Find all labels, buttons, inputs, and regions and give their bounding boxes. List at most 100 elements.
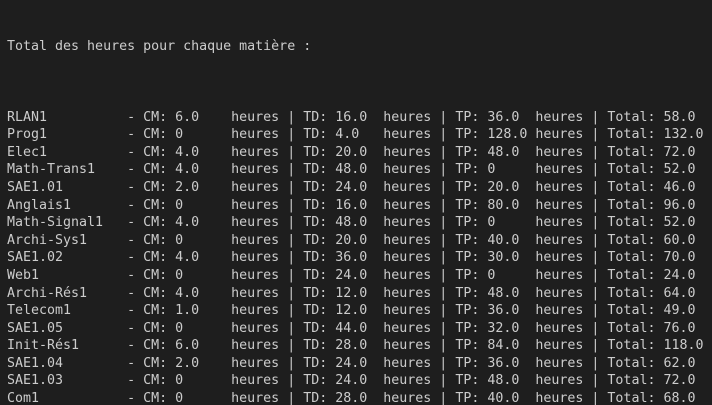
cm-label: - CM: [127,338,176,354]
heures-total-label: heures | Total: [535,109,664,125]
heures-td-label: heures | TD: [231,144,336,160]
heures-total-label: heures | Total: [535,250,664,266]
heures-tp-label: heures | TP: [383,232,488,248]
cm-value: 6.0 [175,338,200,354]
td-value: 48.0 [335,215,368,231]
cm-label: - CM: [127,355,176,371]
cm-label: - CM: [127,320,176,336]
table-row: Math-Signal1 - CM: 4.0 heures | TD: 48.0 he… [7,214,712,232]
subject-name: Web1 [7,267,40,283]
tp-value: 48.0 [487,285,520,301]
td-value: 4.0 [335,127,360,143]
cm-label: - CM: [127,303,176,319]
terminal-title-line: Total des heures pour chaque matière : [7,38,712,56]
table-row: SAE1.01 - CM: 2.0 heures | TD: 24.0 heures … [7,179,712,197]
total-value: 49.0 [663,303,696,319]
heures-total-label: heures | Total: [535,303,664,319]
heures-td-label: heures | TD: [231,267,336,283]
total-value: 46.0 [663,179,696,195]
tp-value: 32.0 [487,320,520,336]
tp-value: 48.0 [487,373,520,389]
table-row: Init-Rés1 - CM: 6.0 heures | TD: 28.0 heure… [7,337,712,355]
heures-total-label: heures | Total: [535,162,664,178]
cm-label: - CM: [127,391,176,405]
heures-tp-label: heures | TP: [383,127,488,143]
heures-total-label: heures | Total: [535,144,664,160]
cm-value: 4.0 [175,162,200,178]
total-value: 52.0 [663,215,696,231]
subject-name: Init-Rés1 [7,338,80,354]
cm-value: 0 [175,391,184,405]
heures-total-label: heures | Total: [535,338,664,354]
subject-name: Com1 [7,391,40,405]
table-row: RLAN1 - CM: 6.0 heures | TD: 16.0 heures | … [7,109,712,127]
heures-td-label: heures | TD: [231,215,336,231]
tp-value: 128.0 [487,127,528,143]
heures-tp-label: heures | TP: [383,355,488,371]
td-value: 44.0 [335,320,368,336]
cm-value: 4.0 [175,144,200,160]
tp-value: 48.0 [487,144,520,160]
td-value: 36.0 [335,250,368,266]
subject-name: Telecom1 [7,303,72,319]
cm-value: 1.0 [175,303,200,319]
total-value: 62.0 [663,355,696,371]
cm-label: - CM: [127,285,176,301]
cm-label: - CM: [127,373,176,389]
tp-value: 0 [487,162,496,178]
heures-total-label: heures | Total: [535,215,664,231]
td-value: 12.0 [335,303,368,319]
subject-name: SAE1.01 [7,179,64,195]
tp-value: 80.0 [487,197,520,213]
heures-td-label: heures | TD: [231,109,336,125]
cm-label: - CM: [127,144,176,160]
table-row: Math-Trans1 - CM: 4.0 heures | TD: 48.0 heu… [7,161,712,179]
tp-value: 36.0 [487,355,520,371]
tp-value: 0 [487,267,496,283]
subject-name: Anglais1 [7,197,72,213]
td-value: 28.0 [335,338,368,354]
heures-tp-label: heures | TP: [383,250,488,266]
total-value: 70.0 [663,250,696,266]
heures-tp-label: heures | TP: [383,215,488,231]
td-value: 16.0 [335,109,368,125]
heures-tp-label: heures | TP: [383,162,488,178]
subject-name: Archi-Rés1 [7,285,88,301]
heures-tp-label: heures | TP: [383,109,488,125]
heures-td-label: heures | TD: [231,303,336,319]
cm-label: - CM: [127,127,176,143]
heures-tp-label: heures | TP: [383,391,488,405]
heures-td-label: heures | TD: [231,373,336,389]
cm-value: 0 [175,127,184,143]
tp-value: 40.0 [487,391,520,405]
subject-name: RLAN1 [7,109,48,125]
subject-name: SAE1.05 [7,320,64,336]
cm-value: 0 [175,320,184,336]
heures-td-label: heures | TD: [231,232,336,248]
heures-tp-label: heures | TP: [383,320,488,336]
heures-td-label: heures | TD: [231,162,336,178]
total-value: 24.0 [663,267,696,283]
table-row: Anglais1 - CM: 0 heures | TD: 16.0 heures |… [7,197,712,215]
heures-tp-label: heures | TP: [383,303,488,319]
td-value: 24.0 [335,373,368,389]
heures-td-label: heures | TD: [231,127,336,143]
table-row: SAE1.04 - CM: 2.0 heures | TD: 24.0 heures … [7,355,712,373]
tp-value: 0 [487,215,496,231]
total-value: 118.0 [663,338,704,354]
table-row: Archi-Sys1 - CM: 0 heures | TD: 20.0 heures… [7,232,712,250]
cm-value: 0 [175,232,184,248]
heures-td-label: heures | TD: [231,355,336,371]
subject-name: Elec1 [7,144,48,160]
total-value: 72.0 [663,373,696,389]
heures-td-label: heures | TD: [231,338,336,354]
heures-total-label: heures | Total: [535,355,664,371]
td-value: 24.0 [335,179,368,195]
table-row: Prog1 - CM: 0 heures | TD: 4.0 heures | TP:… [7,126,712,144]
heures-total-label: heures | Total: [535,267,664,283]
td-value: 16.0 [335,197,368,213]
tp-value: 36.0 [487,303,520,319]
tp-value: 84.0 [487,338,520,354]
table-row: Com1 - CM: 0 heures | TD: 28.0 heures | TP:… [7,390,712,405]
